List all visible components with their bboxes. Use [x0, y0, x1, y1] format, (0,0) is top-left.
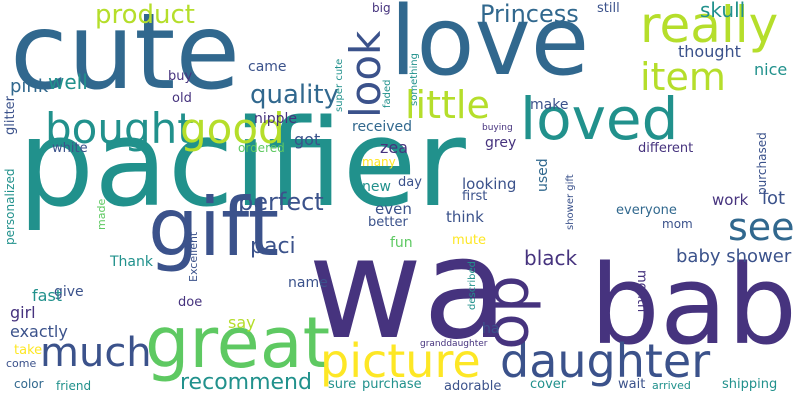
word-arrived: arrived	[652, 379, 691, 392]
word-everyone: everyone	[616, 203, 677, 218]
word-mute: mute	[452, 233, 486, 248]
word-recommend: recommend	[180, 370, 312, 395]
word-come: come	[6, 357, 37, 370]
word-loved: loved	[520, 85, 679, 153]
word-little: little	[405, 83, 490, 127]
word-well: well	[48, 70, 88, 94]
word-old: old	[172, 91, 192, 106]
word-item: item	[640, 55, 726, 99]
word-zea: zea	[380, 138, 409, 157]
word-black: black	[524, 246, 578, 270]
word-granddaughter: granddaughter	[420, 339, 488, 349]
word-friend: friend	[56, 379, 92, 393]
word-came: came	[248, 59, 287, 75]
word-lot: lot	[762, 188, 786, 209]
word-described: described	[467, 261, 478, 310]
word-perfect: perfect	[238, 188, 324, 216]
word-buying: buying	[482, 123, 513, 133]
word-made: made	[95, 198, 108, 230]
word-used: used	[535, 158, 551, 192]
word-even: even	[375, 200, 412, 218]
word-white: white	[52, 141, 88, 156]
word-wa: wa	[308, 208, 509, 371]
word-really: really	[640, 0, 779, 54]
word-make: make	[530, 97, 569, 113]
word-mom: mom	[662, 217, 693, 231]
word-something: something	[409, 53, 420, 106]
word-excellent: Excellent	[187, 231, 200, 282]
word-think: think	[446, 208, 484, 226]
word-personalized: personalized	[3, 168, 17, 245]
word-purchased: purchased	[755, 132, 769, 195]
word-cover: cover	[530, 377, 567, 392]
word-product: product	[95, 0, 196, 30]
word-see: see	[728, 205, 795, 249]
word-shower-gift: shower gift	[565, 174, 576, 230]
word-many: many	[362, 155, 396, 169]
word-great: great	[145, 302, 331, 384]
word-love: love	[390, 0, 590, 97]
word-bought: bought	[45, 104, 194, 153]
word-babyshower: baby shower	[676, 246, 792, 267]
word-still: still	[597, 1, 620, 16]
word-give: give	[54, 284, 84, 300]
word-much: much	[40, 330, 152, 376]
word-ordered: ordered	[238, 141, 285, 155]
word-buy: buy	[168, 69, 193, 84]
word-skull: skull	[700, 0, 746, 22]
word-purchase: purchase	[362, 377, 422, 392]
word-doe: doe	[178, 295, 203, 310]
word-adorable: adorable	[444, 379, 502, 394]
word-daughter: daughter	[500, 334, 711, 388]
word-princess: Princess	[480, 0, 579, 28]
word-big: big	[372, 1, 391, 15]
word-picture: picture	[320, 334, 481, 388]
word-take: take	[14, 343, 43, 358]
word-faded: faded	[382, 79, 393, 109]
word-nice: nice	[754, 60, 788, 79]
word-glitter: glitter	[3, 95, 18, 135]
word-paci: paci	[250, 234, 296, 259]
word-look: look	[341, 30, 390, 118]
word-got: got	[294, 130, 321, 149]
word-different: different	[638, 141, 694, 156]
word-super-cute: super cute	[334, 58, 345, 112]
word-month: month	[634, 270, 649, 313]
word-thank: Thank	[110, 254, 153, 270]
word-first: first	[462, 189, 488, 204]
word-nipple: nipple	[254, 111, 298, 127]
word-grey: grey	[485, 135, 517, 151]
word-received: received	[352, 119, 413, 135]
word-better: better	[368, 215, 408, 230]
word-pink: pink	[10, 76, 49, 97]
word-color: color	[14, 377, 44, 391]
word-day: day	[398, 175, 422, 190]
word-exactly: exactly	[10, 322, 68, 341]
word-cute: cute	[10, 0, 241, 113]
word-shipping: shipping	[722, 377, 778, 392]
word-new: new	[362, 179, 391, 195]
word-gift: gift	[148, 181, 280, 274]
word-fast: fast	[32, 286, 63, 305]
word-pacifier: pacifier	[18, 95, 466, 234]
word-baby: baby	[590, 241, 800, 369]
word-sure: sure	[328, 377, 357, 392]
word-wait: wait	[618, 377, 646, 392]
word-girl: girl	[10, 303, 36, 322]
word-fun: fun	[390, 235, 413, 251]
word-work: work	[712, 191, 749, 209]
word-do: do	[480, 275, 550, 350]
word-ha: ha	[482, 321, 500, 337]
word-name: name	[288, 275, 328, 291]
word-thought: thought	[678, 42, 741, 61]
word-good: good	[180, 104, 285, 153]
word-looking: looking	[462, 175, 517, 193]
word-quality: quality	[250, 80, 339, 110]
word-say: say	[228, 313, 256, 332]
